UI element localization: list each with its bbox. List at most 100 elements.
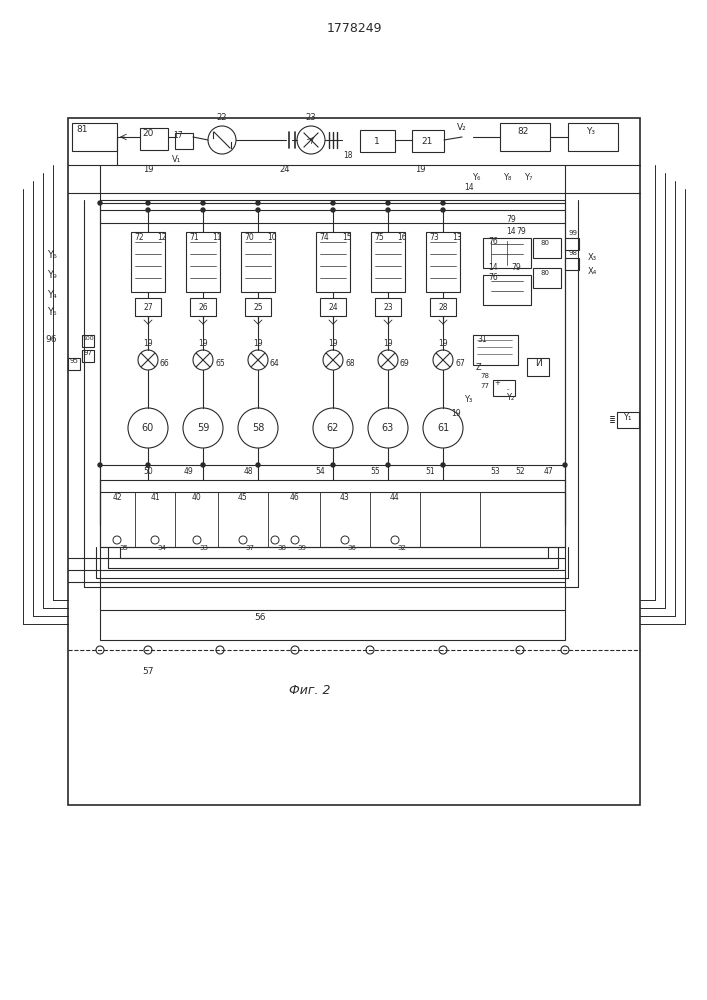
- Text: 40: 40: [192, 493, 202, 502]
- Bar: [568, 123, 618, 151]
- Circle shape: [386, 463, 390, 467]
- Circle shape: [216, 646, 224, 654]
- Circle shape: [193, 350, 213, 370]
- Text: 68: 68: [345, 359, 355, 367]
- Text: Y₄: Y₄: [47, 290, 57, 300]
- Circle shape: [297, 126, 325, 154]
- Text: 20: 20: [142, 129, 153, 138]
- Text: 1: 1: [374, 136, 380, 145]
- Text: 10: 10: [267, 232, 276, 241]
- Text: 66: 66: [160, 359, 170, 367]
- Circle shape: [331, 208, 335, 212]
- Circle shape: [138, 350, 158, 370]
- Circle shape: [291, 646, 299, 654]
- Bar: [360, 130, 395, 152]
- Bar: [175, 133, 193, 149]
- Text: 21: 21: [421, 136, 433, 145]
- Text: 12: 12: [157, 232, 167, 241]
- Bar: [316, 232, 350, 292]
- Bar: [565, 238, 579, 250]
- Text: 19: 19: [144, 340, 153, 349]
- Text: 100: 100: [82, 336, 94, 340]
- Text: 19: 19: [328, 340, 338, 349]
- Circle shape: [208, 126, 236, 154]
- Text: 1778249: 1778249: [326, 21, 382, 34]
- Text: 64: 64: [270, 359, 280, 367]
- Text: 97: 97: [83, 350, 93, 356]
- Text: 45: 45: [238, 493, 248, 502]
- Bar: [68, 358, 80, 370]
- Text: Y₂: Y₂: [506, 393, 514, 402]
- Text: 69: 69: [400, 359, 410, 367]
- Text: Y₆: Y₆: [472, 174, 480, 182]
- Text: 16: 16: [397, 232, 407, 241]
- Text: 43: 43: [340, 493, 350, 502]
- Bar: [140, 128, 168, 150]
- Bar: [186, 232, 220, 292]
- Text: 41: 41: [150, 493, 160, 502]
- Text: 81: 81: [76, 125, 88, 134]
- Text: Y₇: Y₇: [524, 174, 532, 182]
- Circle shape: [201, 463, 205, 467]
- Circle shape: [441, 463, 445, 467]
- Text: 25: 25: [253, 302, 263, 312]
- Circle shape: [144, 646, 152, 654]
- Text: 63: 63: [382, 423, 394, 433]
- Text: 76: 76: [488, 236, 498, 245]
- Text: 70: 70: [244, 232, 254, 241]
- Circle shape: [563, 463, 567, 467]
- Text: 51: 51: [425, 468, 435, 477]
- Bar: [483, 238, 531, 268]
- Text: Y₈: Y₈: [503, 174, 511, 182]
- Bar: [131, 232, 165, 292]
- Circle shape: [378, 350, 398, 370]
- Circle shape: [201, 201, 205, 205]
- Text: 17: 17: [173, 131, 183, 140]
- Circle shape: [146, 208, 150, 212]
- Text: 58: 58: [252, 423, 264, 433]
- Circle shape: [331, 201, 335, 205]
- Text: 35: 35: [119, 545, 128, 551]
- Text: 36: 36: [347, 545, 356, 551]
- Circle shape: [331, 463, 335, 467]
- Bar: [527, 358, 549, 376]
- Bar: [565, 258, 579, 270]
- Bar: [82, 335, 94, 347]
- Bar: [100, 492, 565, 547]
- Text: 79: 79: [511, 263, 521, 272]
- Bar: [72, 123, 117, 151]
- Text: Y₆: Y₆: [47, 250, 57, 260]
- Circle shape: [238, 408, 278, 448]
- Text: Y₉: Y₉: [47, 270, 57, 280]
- Text: 71: 71: [189, 232, 199, 241]
- Text: 18: 18: [344, 150, 353, 159]
- Circle shape: [256, 463, 260, 467]
- Bar: [533, 268, 561, 288]
- Text: 19: 19: [253, 340, 263, 349]
- Text: 79: 79: [506, 216, 516, 225]
- Text: 79: 79: [516, 228, 526, 236]
- Text: V₂: V₂: [457, 122, 467, 131]
- Bar: [533, 238, 561, 258]
- Text: 56: 56: [255, 613, 266, 622]
- Text: 28: 28: [438, 302, 448, 312]
- Text: 95: 95: [69, 358, 78, 364]
- Text: 82: 82: [518, 126, 529, 135]
- Text: 75: 75: [374, 232, 384, 241]
- Text: 19: 19: [438, 340, 448, 349]
- Circle shape: [516, 646, 524, 654]
- Circle shape: [271, 536, 279, 544]
- Text: 55: 55: [370, 468, 380, 477]
- Circle shape: [323, 350, 343, 370]
- Bar: [375, 298, 401, 316]
- Circle shape: [313, 408, 353, 448]
- Text: 67: 67: [455, 359, 464, 367]
- Text: 80: 80: [540, 240, 549, 246]
- Text: 49: 49: [183, 468, 193, 477]
- Text: И: И: [534, 359, 542, 367]
- Text: -: -: [507, 386, 509, 392]
- Circle shape: [441, 208, 445, 212]
- Text: 37: 37: [245, 545, 254, 551]
- Bar: [320, 298, 346, 316]
- Text: 19: 19: [415, 165, 425, 174]
